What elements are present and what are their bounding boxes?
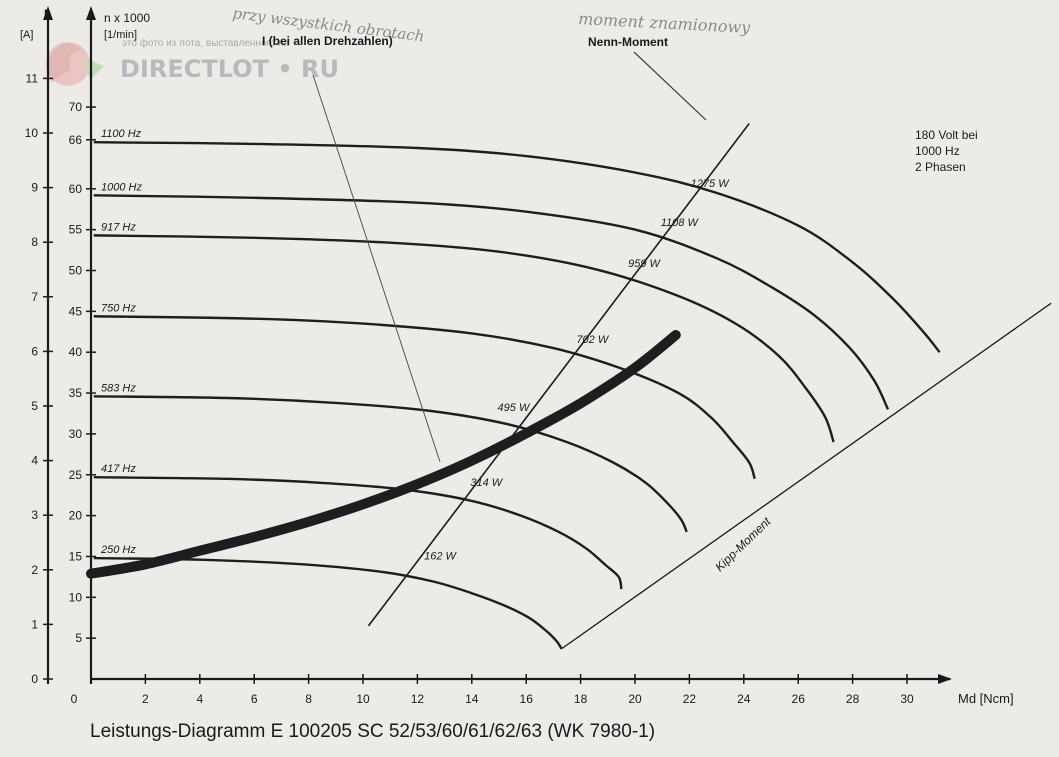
speed-tick-label: 15 xyxy=(69,549,83,563)
frequency-curve-label: 583 Hz xyxy=(101,382,136,394)
chart-title: Leistungs-Diagramm E 100205 SC 52/53/60/… xyxy=(90,721,655,742)
current-tick-label: 9 xyxy=(31,181,38,195)
x-tick-label: 2 xyxy=(142,692,149,706)
current-curve-group xyxy=(86,330,681,579)
watermark: DIRECTLOT • RU это фото из лота, выставл… xyxy=(46,37,339,86)
x-tick-label: 12 xyxy=(411,692,425,706)
watermark-logo-icon xyxy=(46,42,104,86)
speed-axis-label: n x 1000 xyxy=(104,11,150,25)
rated-power-label: 702 W xyxy=(576,334,609,346)
x-tick-label: 16 xyxy=(520,692,534,706)
speed-tick-label: 40 xyxy=(69,345,83,359)
speed-tick-label: 70 xyxy=(69,100,83,114)
frequency-curve xyxy=(93,556,563,650)
x-tick-label: 8 xyxy=(305,692,312,706)
x-tick-label: 30 xyxy=(900,692,914,706)
torque-axis-label: Md [Ncm] xyxy=(958,691,1014,706)
breakdown-moment-label: Kipp-Moment xyxy=(712,514,774,574)
x-tick-label: 28 xyxy=(846,692,860,706)
current-tick-label: 11 xyxy=(26,71,39,85)
current-tick-label: 0 xyxy=(31,672,38,686)
rated-power-label: 495 W xyxy=(498,402,531,414)
frequency-curve-label: 1000 Hz xyxy=(101,181,142,193)
watermark-caption: это фото из лота, выставленного на xyxy=(122,37,290,49)
current-curve-label: I (bei allen Drehzahlen) xyxy=(262,34,393,48)
current-tick-label: 4 xyxy=(31,454,38,468)
axis-ticks: 0 2 4 6 8 10 12 14 16 18 20 22 24 26 28 300123456789101… xyxy=(25,71,914,706)
current-tick-label: 5 xyxy=(31,399,38,413)
frequency-curve-label: 917 Hz xyxy=(101,221,136,233)
frequency-curves: 1100 Hz 1000 Hz 917 Hz 750 Hz 583 Hz 417 Hz 25… xyxy=(93,128,941,650)
info-line-1: 180 Volt bei xyxy=(915,128,978,142)
speed-tick-label: 5 xyxy=(75,631,82,645)
x-tick-label: 20 xyxy=(628,692,642,706)
x-tick-label: 14 xyxy=(465,692,479,706)
current-axis xyxy=(43,6,53,684)
rated-power-label: 1275 W xyxy=(691,178,731,190)
speed-tick-label: 66 xyxy=(69,133,83,147)
info-line-3: 2 Phasen xyxy=(915,160,966,174)
speed-tick-label: 10 xyxy=(69,590,83,604)
rated-power-label: 1108 W xyxy=(661,217,700,229)
frequency-curve-label: 417 Hz xyxy=(101,463,136,475)
rated-moment-label: Nenn-Moment xyxy=(588,35,668,49)
frequency-curve-label: 250 Hz xyxy=(100,544,136,556)
rated-moment-line xyxy=(367,122,750,627)
frequency-curve-label: 750 Hz xyxy=(101,302,136,314)
current-curve xyxy=(86,330,681,579)
rated-power-label: 314 W xyxy=(470,477,503,489)
speed-tick-label: 30 xyxy=(69,427,83,441)
x-tick-label: 24 xyxy=(737,692,751,706)
rated-power-label: 162 W xyxy=(424,550,457,562)
speed-axis-unit: [1/min] xyxy=(104,29,137,41)
x-tick-label: 6 xyxy=(251,692,258,706)
speed-tick-label: 25 xyxy=(69,468,83,482)
speed-tick-label: 45 xyxy=(69,304,83,318)
frequency-curve-label: 1100 Hz xyxy=(101,128,142,140)
info-box: 180 Volt bei 1000 Hz 2 Phasen xyxy=(915,128,978,174)
current-tick-label: 7 xyxy=(31,290,38,304)
current-tick-label: 6 xyxy=(31,344,38,358)
torque-axis xyxy=(91,674,952,684)
moment-lines xyxy=(367,122,1052,650)
speed-tick-label: 35 xyxy=(69,386,83,400)
speed-tick-label: 50 xyxy=(69,264,83,278)
current-tick-label: 10 xyxy=(25,126,39,140)
rated-power-label: 959 W xyxy=(628,258,661,270)
speed-tick-label: 60 xyxy=(69,182,83,196)
frequency-curve xyxy=(93,141,941,353)
rated-power-labels: 162 W 314 W 495 W 702 W 959 W 1108 W 1275 W xyxy=(424,178,730,563)
frequency-curve xyxy=(93,315,756,480)
pencil-note-right: moment znamionowy xyxy=(578,9,752,37)
frequency-curve xyxy=(93,395,688,533)
frequency-curve xyxy=(93,194,890,410)
info-line-2: 1000 Hz xyxy=(915,144,960,158)
rated-moment-pointer xyxy=(633,51,707,121)
x-tick-label: 0 xyxy=(71,692,78,706)
x-tick-label: 10 xyxy=(356,692,370,706)
speed-tick-label: 55 xyxy=(69,223,83,237)
current-curve-pointer xyxy=(312,74,441,463)
current-tick-label: 8 xyxy=(31,235,38,249)
current-tick-label: 3 xyxy=(31,508,38,522)
speed-tick-label: 20 xyxy=(69,509,83,523)
x-tick-label: 26 xyxy=(792,692,806,706)
breakdown-moment-line xyxy=(561,302,1052,650)
current-tick-label: 1 xyxy=(31,617,38,631)
current-axis-label: I xyxy=(44,7,47,21)
frequency-curve xyxy=(93,476,623,590)
x-tick-label: 18 xyxy=(574,692,588,706)
current-tick-label: 2 xyxy=(31,563,38,577)
frequency-curve xyxy=(93,234,835,443)
x-tick-label: 4 xyxy=(196,692,203,706)
current-axis-unit: [A] xyxy=(20,29,33,41)
watermark-brand: DIRECTLOT • RU xyxy=(120,55,339,83)
x-tick-label: 22 xyxy=(683,692,697,706)
